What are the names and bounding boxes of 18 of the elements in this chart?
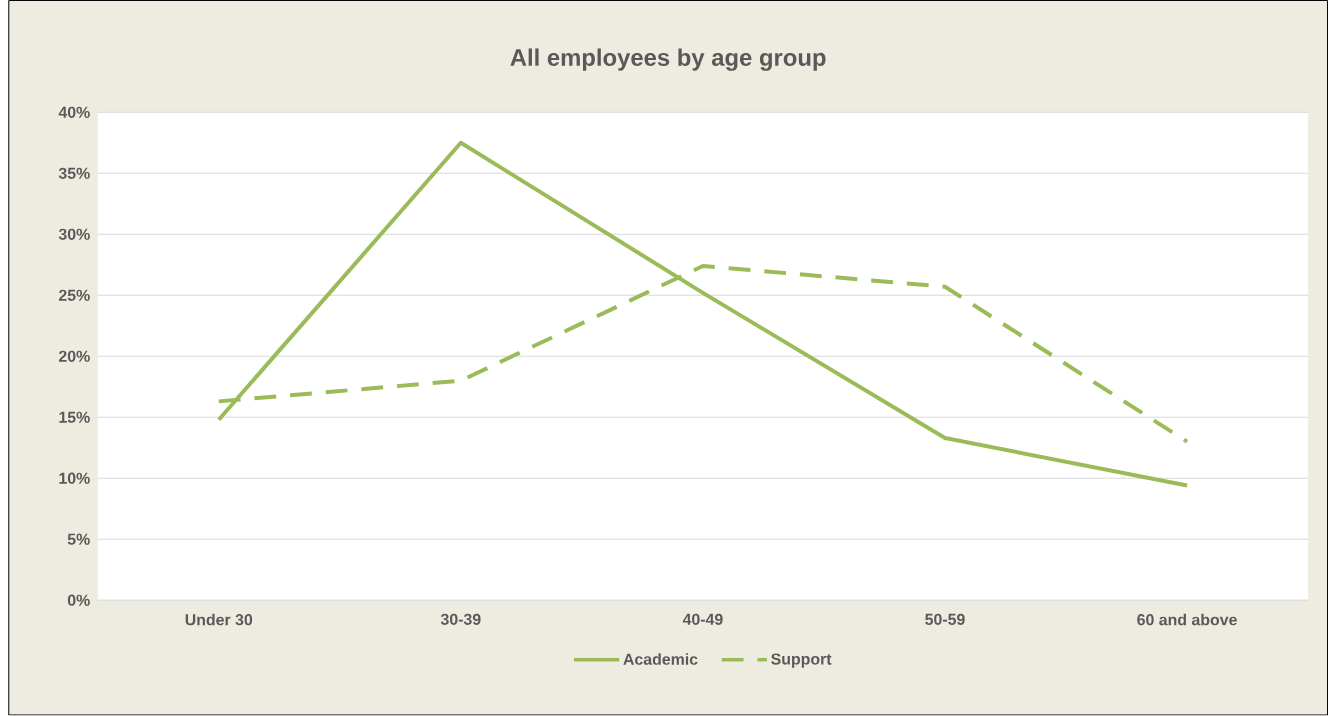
legend-label: Academic: [623, 653, 698, 666]
y-tick-label: 20%: [58, 350, 90, 363]
y-tick-label: 35%: [58, 167, 90, 180]
legend-label: Support: [771, 653, 832, 669]
x-tick-label: 60 and above: [1137, 613, 1237, 626]
y-tick-label: 5%: [67, 533, 90, 546]
x-tick-label: 40-49: [682, 613, 723, 626]
x-tick-label: 30-39: [440, 613, 481, 626]
y-tick-label: 15%: [59, 411, 90, 424]
y-tick-label: 40%: [58, 106, 90, 119]
x-tick-label: 50-59: [925, 613, 965, 626]
y-tick-label: 30%: [58, 228, 90, 241]
y-tick-label: 10%: [59, 472, 90, 485]
x-tick-label: Under 30: [185, 613, 253, 626]
y-tick-label: 25%: [58, 289, 90, 302]
line-series: [216, 141, 1190, 488]
chart-title: All employees by age group: [510, 48, 826, 72]
y-tick-label: 0%: [67, 594, 90, 607]
